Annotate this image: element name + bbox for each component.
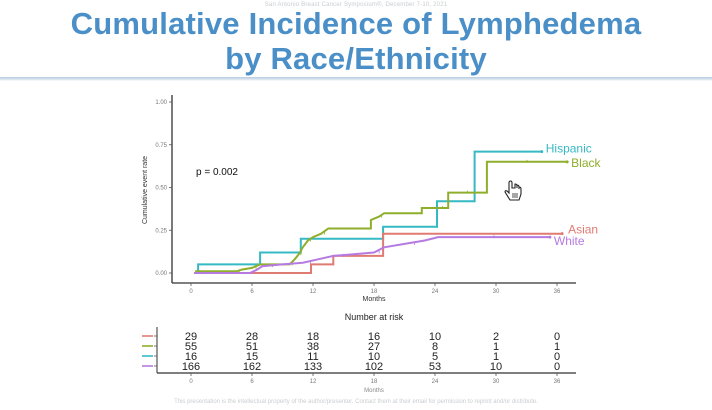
series-label-asian: Asian <box>568 223 598 237</box>
hand-cursor-icon <box>504 180 522 201</box>
series-end-point <box>548 235 552 239</box>
risk-count: 38 <box>307 341 319 353</box>
risk-count: 1 <box>493 341 499 353</box>
risk-x-tick-label: 36 <box>554 379 561 385</box>
plot-axes: 0.00 0.25 0.50 0.75 1.00 0 6 12 18 24 30 36 <box>155 95 576 295</box>
risk-count: 166 <box>182 361 200 373</box>
y-tick-label: 0.75 <box>155 143 167 149</box>
risk-count: 8 <box>432 341 438 353</box>
risk-count: 0 <box>554 351 560 363</box>
x-tick-label: 30 <box>493 289 500 295</box>
y-tick-label: 0.25 <box>155 228 167 234</box>
risk-count: 102 <box>365 361 383 373</box>
risk-x-axis-label: Months <box>364 388 384 394</box>
risk-x-tick-label: 24 <box>432 379 439 385</box>
x-tick-label: 36 <box>554 289 561 295</box>
conference-banner: San Antonio Breast Cancer Symposium®, De… <box>264 2 448 8</box>
risk-count: 18 <box>307 331 319 343</box>
slide-title: Cumulative Incidence of Lymphedema by Ra… <box>0 6 712 76</box>
x-axis-label: Months <box>363 296 386 303</box>
y-tick-label: 0.50 <box>155 186 167 192</box>
y-tick-label: 0.00 <box>155 271 167 277</box>
risk-count: 2 <box>493 331 499 343</box>
series-line-hispanic <box>194 150 542 274</box>
risk-x-tick-label: 30 <box>493 379 500 385</box>
risk-x-tick-label: 12 <box>310 379 317 385</box>
risk-count: 28 <box>246 331 258 343</box>
risk-count: 15 <box>246 351 258 363</box>
risk-count: 10 <box>490 361 502 373</box>
risk-count: 133 <box>304 361 322 373</box>
title-divider <box>0 77 712 81</box>
x-tick-label: 24 <box>432 289 439 295</box>
risk-count: 0 <box>554 331 560 343</box>
series-end-point <box>565 160 569 164</box>
risk-count: 0 <box>554 361 560 373</box>
x-tick-label: 12 <box>310 289 317 295</box>
series-end-point <box>560 232 564 236</box>
risk-count: 1 <box>493 351 499 363</box>
risk-count: 29 <box>185 331 197 343</box>
risk-count: 16 <box>185 351 197 363</box>
series-line-white <box>194 236 550 274</box>
footer-disclaimer: This presentation is the intellectual pr… <box>174 399 538 405</box>
risk-count: 27 <box>368 341 380 353</box>
x-tick-label: 0 <box>189 289 193 295</box>
series-line-black <box>194 160 568 274</box>
risk-count: 10 <box>429 331 441 343</box>
risk-count: 53 <box>429 361 441 373</box>
title-line-2: by Race/Ethnicity <box>225 41 487 76</box>
risk-count: 51 <box>246 341 258 353</box>
series-layer <box>194 150 569 274</box>
risk-table-title: Number at risk <box>345 312 404 322</box>
risk-count: 5 <box>432 351 438 363</box>
series-end-point <box>540 150 544 154</box>
risk-x-tick-label: 18 <box>371 379 378 385</box>
x-tick-label: 6 <box>250 289 254 295</box>
risk-count: 162 <box>243 361 261 373</box>
risk-count: 55 <box>185 341 197 353</box>
y-axis-label: Cumulative event rate <box>142 156 149 224</box>
series-label-hispanic: Hispanic <box>546 142 592 156</box>
risk-count: 11 <box>307 351 318 363</box>
risk-count: 1 <box>554 341 560 353</box>
series-label-black: Black <box>571 156 601 170</box>
risk-x-tick-label: 0 <box>189 379 193 385</box>
x-tick-label: 18 <box>371 289 378 295</box>
risk-x-tick-label: 6 <box>250 379 254 385</box>
risk-count: 10 <box>368 351 380 363</box>
p-value-annotation: p = 0.002 <box>196 167 238 178</box>
title-line-1: Cumulative Incidence of Lymphedema <box>70 6 642 41</box>
risk-count: 16 <box>368 331 380 343</box>
y-tick-label: 1.00 <box>155 100 167 106</box>
series-label-white: White <box>554 234 585 248</box>
